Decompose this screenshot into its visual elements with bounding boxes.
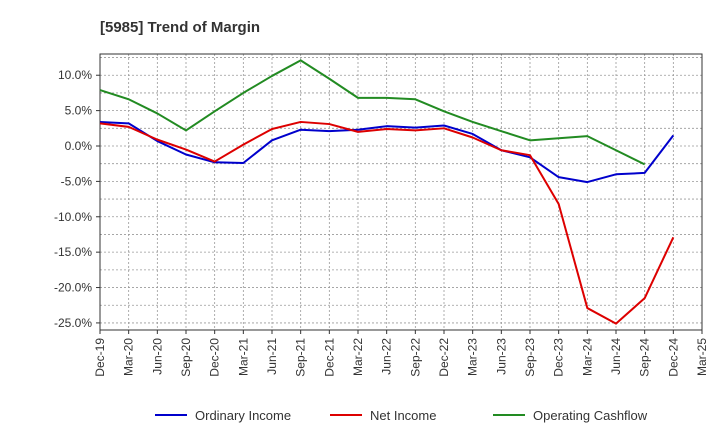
grid-lines <box>100 54 702 330</box>
plot-area <box>100 54 702 330</box>
x-tick-label: Mar-22 <box>351 338 365 376</box>
legend-label: Net Income <box>370 408 436 423</box>
x-tick-label: Sep-21 <box>294 338 308 377</box>
x-tick-label: Jun-24 <box>609 338 623 375</box>
legend-label: Ordinary Income <box>195 408 291 423</box>
x-tick-label: Mar-21 <box>236 338 250 376</box>
y-tick-labels: 10.0% 5.0% 0.0% -5.0% -10.0% -15.0% -20.0% -25.… <box>54 68 100 330</box>
x-tick-label: Sep-20 <box>179 338 193 377</box>
y-tick-label: 10.0% <box>58 68 92 82</box>
legend-label: Operating Cashflow <box>533 408 648 423</box>
x-tick-label: Sep-23 <box>523 338 537 377</box>
series-line-ordinary-income <box>99 120 675 184</box>
axes <box>99 53 703 331</box>
series-line-operating-cashflow <box>99 59 646 166</box>
y-tick-label: -15.0% <box>54 245 92 259</box>
x-tick-label: Mar-23 <box>466 338 480 376</box>
plot-frame <box>99 53 703 331</box>
y-tick-label: -20.0% <box>54 281 92 295</box>
x-tick-label: Jun-20 <box>150 338 164 375</box>
x-tick-label: Mar-25 <box>695 338 709 376</box>
x-tick-label: Dec-22 <box>437 338 451 377</box>
y-tick-label: 5.0% <box>65 104 93 118</box>
series-line-net-income <box>99 120 675 325</box>
x-tick-label: Dec-20 <box>208 338 222 377</box>
y-tick-label: -10.0% <box>54 210 92 224</box>
x-tick-label: Sep-24 <box>638 338 652 377</box>
legend: Ordinary Income Net Income Operating Cashf… <box>155 408 648 423</box>
x-tick-label: Dec-24 <box>666 338 680 377</box>
x-tick-labels: Dec-19 Mar-20 Jun-20 Sep-20 Dec-20 Mar-21 Jun-… <box>93 330 709 377</box>
y-tick-label: 0.0% <box>65 139 93 153</box>
x-tick-label: Mar-24 <box>580 338 594 376</box>
x-tick-label: Dec-19 <box>93 338 107 377</box>
y-tick-label: -5.0% <box>61 174 93 188</box>
chart-title: [5985] Trend of Margin <box>100 19 260 36</box>
x-tick-label: Jun-22 <box>380 338 394 375</box>
x-tick-label: Dec-23 <box>552 338 566 377</box>
series-lines <box>99 59 675 325</box>
y-tick-label: -25.0% <box>54 316 92 330</box>
x-tick-label: Jun-21 <box>265 338 279 375</box>
x-tick-label: Dec-21 <box>322 338 336 377</box>
x-tick-label: Jun-23 <box>494 338 508 375</box>
x-tick-label: Sep-22 <box>408 338 422 377</box>
x-tick-label: Mar-20 <box>122 338 136 376</box>
